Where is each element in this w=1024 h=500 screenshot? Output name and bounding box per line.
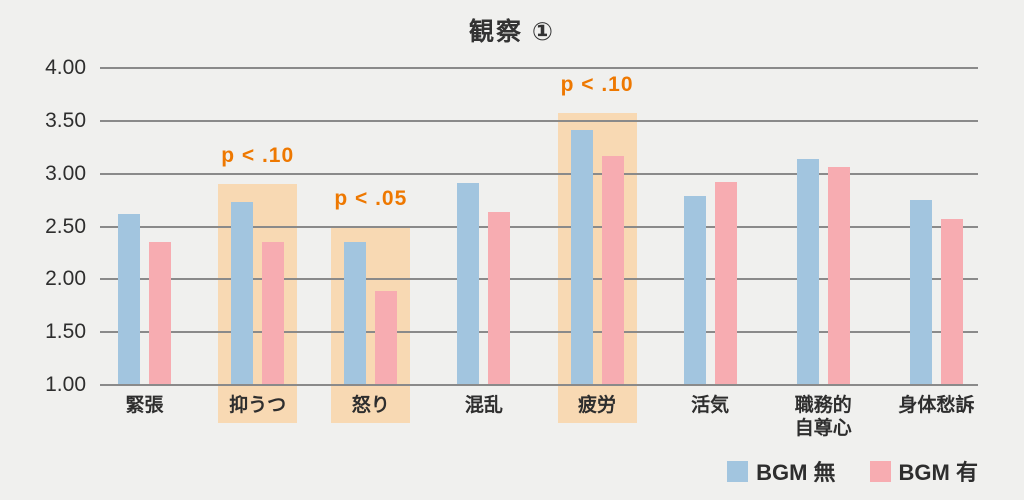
bar-group bbox=[880, 68, 993, 385]
bar-bgm-with bbox=[149, 242, 172, 385]
bar-group bbox=[427, 68, 540, 385]
significance-label: p < .10 bbox=[560, 73, 634, 97]
legend-swatch-bgm-with-icon bbox=[869, 460, 891, 482]
legend: BGM 無 BGM 有 bbox=[727, 455, 978, 487]
y-axis-tick-label: 3.50 bbox=[45, 108, 86, 132]
category-label: 職務的 自尊心 bbox=[794, 395, 852, 439]
bar-bgm-none bbox=[796, 158, 819, 385]
bar-bgm-with bbox=[262, 242, 285, 385]
significance-label: p < .05 bbox=[334, 186, 408, 210]
bar-bgm-none bbox=[570, 130, 593, 385]
chart-title: 観察 ① bbox=[468, 18, 556, 46]
bar-bgm-with bbox=[827, 167, 850, 385]
bar-bgm-with bbox=[375, 290, 398, 385]
bar-bgm-none bbox=[118, 213, 141, 385]
category-label: 身体愁訴 bbox=[898, 395, 975, 416]
bar-bgm-with bbox=[601, 155, 624, 385]
legend-item-bgm-with: BGM 有 bbox=[869, 455, 978, 487]
y-axis-tick-label: 3.00 bbox=[45, 161, 86, 185]
bar-bgm-with bbox=[940, 219, 963, 385]
gridline bbox=[100, 172, 978, 175]
y-axis-tick-label: 1.00 bbox=[45, 373, 86, 396]
y-axis-tick-label: 2.50 bbox=[45, 214, 86, 238]
bar-group bbox=[541, 68, 654, 385]
bar-bgm-none bbox=[231, 202, 254, 385]
gridline bbox=[100, 384, 978, 386]
bar-bgm-none bbox=[344, 242, 367, 385]
category-label: 疲労 bbox=[578, 395, 617, 416]
bar-group bbox=[314, 68, 427, 385]
bar-group bbox=[767, 68, 880, 385]
gridline bbox=[100, 331, 978, 334]
category-label: 怒り bbox=[351, 395, 390, 416]
y-axis-tick-label: 1.50 bbox=[45, 320, 86, 344]
bar-bgm-none bbox=[909, 200, 932, 385]
y-axis-tick-label: 4.00 bbox=[45, 56, 86, 79]
category-label: 活気 bbox=[691, 395, 730, 416]
legend-label-bgm-none: BGM 無 bbox=[756, 460, 836, 485]
bar-bgm-none bbox=[683, 195, 706, 385]
gridline bbox=[100, 67, 978, 69]
bar-group bbox=[654, 68, 767, 385]
gridline bbox=[100, 119, 978, 122]
gridline bbox=[100, 225, 978, 228]
category-label: 緊張 bbox=[125, 395, 164, 416]
bar-bgm-with bbox=[488, 211, 511, 385]
legend-label-bgm-with: BGM 有 bbox=[898, 460, 978, 485]
bar-group bbox=[88, 68, 201, 385]
bar-bgm-with bbox=[714, 182, 737, 385]
y-axis-tick-label: 2.00 bbox=[45, 267, 86, 291]
gridline bbox=[100, 278, 978, 281]
category-label: 混乱 bbox=[464, 395, 503, 416]
bar-bgm-none bbox=[457, 183, 480, 385]
significance-label: p < .10 bbox=[221, 144, 295, 168]
bar-group bbox=[201, 68, 314, 385]
legend-swatch-bgm-none-icon bbox=[727, 460, 749, 482]
category-label: 抑うつ bbox=[229, 395, 287, 416]
legend-item-bgm-none: BGM 無 bbox=[727, 455, 836, 487]
